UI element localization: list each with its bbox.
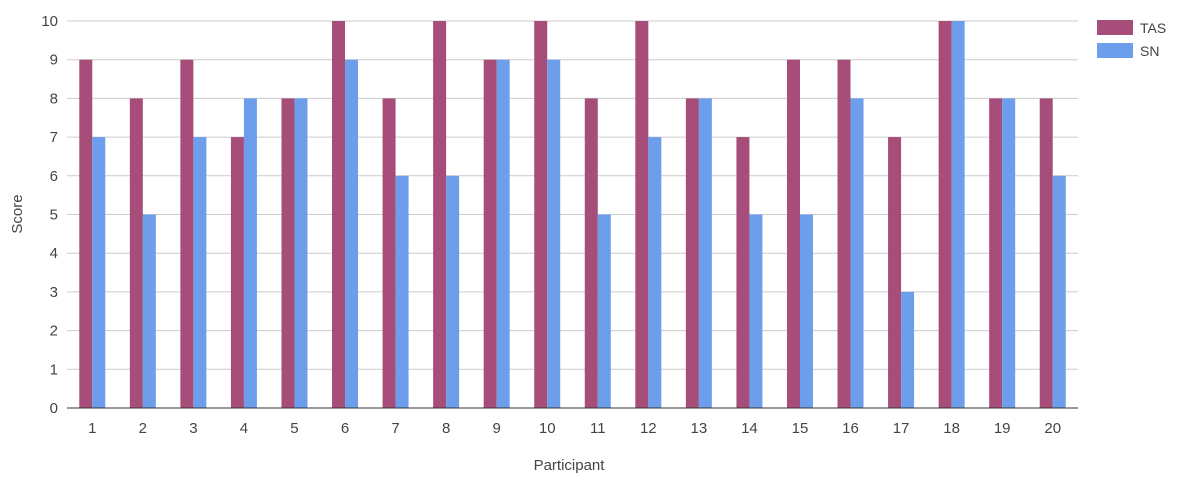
bar-tas-3	[180, 59, 194, 408]
y-tick-label: 5	[50, 207, 58, 224]
bar-tas-10	[534, 21, 548, 408]
legend-label-sn: SN	[1140, 43, 1159, 59]
bar-tas-7	[382, 98, 396, 409]
x-tick-label: 17	[893, 420, 910, 437]
y-tick-label: 10	[41, 13, 58, 30]
x-tick-label: 15	[792, 420, 809, 437]
x-tick-label: 6	[341, 420, 349, 437]
x-tick-label: 13	[691, 420, 708, 437]
y-tick-label: 9	[50, 52, 58, 69]
x-tick-label: 2	[139, 420, 147, 437]
x-tick-label: 4	[240, 420, 248, 437]
bar-sn-10	[547, 59, 561, 408]
y-tick-label: 0	[50, 400, 58, 417]
y-tick-label: 2	[50, 323, 58, 340]
bar-sn-15	[799, 214, 813, 408]
bar-tas-15	[786, 59, 800, 408]
bar-tas-9	[483, 59, 497, 408]
bar-tas-11	[584, 98, 598, 409]
bar-tas-19	[989, 98, 1003, 409]
bar-sn-6	[345, 59, 359, 408]
bar-tas-17	[888, 137, 902, 408]
bar-tas-4	[230, 137, 244, 408]
bar-tas-12	[635, 21, 649, 408]
x-tick-label: 14	[741, 420, 758, 437]
bar-sn-12	[648, 137, 662, 408]
bar-sn-4	[243, 98, 257, 409]
bar-tas-6	[332, 21, 346, 408]
y-tick-label: 3	[50, 284, 58, 301]
bar-sn-20	[1052, 175, 1066, 408]
bar-sn-3	[193, 137, 207, 408]
bar-sn-5	[294, 98, 308, 409]
bar-sn-2	[142, 214, 156, 408]
legend-label-tas: TAS	[1140, 20, 1166, 36]
x-tick-label: 3	[189, 420, 197, 437]
bar-sn-14	[749, 214, 763, 408]
x-tick-label: 20	[1044, 420, 1061, 437]
bar-tas-13	[685, 98, 699, 409]
bar-sn-19	[1002, 98, 1016, 409]
bar-sn-1	[92, 137, 106, 408]
y-tick-label: 8	[50, 90, 58, 107]
x-tick-label: 18	[943, 420, 960, 437]
x-tick-label: 1	[88, 420, 96, 437]
bar-sn-9	[496, 59, 510, 408]
y-tick-label: 4	[50, 245, 58, 262]
bar-tas-1	[79, 59, 93, 408]
bar-sn-13	[698, 98, 712, 409]
bar-sn-16	[850, 98, 864, 409]
bar-tas-5	[281, 98, 295, 409]
x-tick-label: 11	[590, 420, 606, 437]
bars	[79, 21, 1066, 409]
bar-tas-14	[736, 137, 750, 408]
bar-sn-8	[446, 175, 460, 408]
bar-sn-7	[395, 175, 409, 408]
bar-tas-16	[837, 59, 851, 408]
x-tick-label: 19	[994, 420, 1011, 437]
bar-sn-11	[597, 214, 611, 408]
x-axis-title: Participant	[534, 457, 606, 474]
x-tick-label: 16	[842, 420, 859, 437]
x-tick-label: 7	[391, 420, 399, 437]
legend: TAS SN	[1097, 20, 1166, 59]
x-tick-label: 8	[442, 420, 450, 437]
gridlines	[67, 20, 1078, 370]
bar-sn-18	[951, 21, 965, 408]
legend-swatch-sn	[1097, 43, 1133, 58]
bar-tas-18	[938, 21, 952, 408]
legend-swatch-tas	[1097, 20, 1133, 35]
x-tick-label: 12	[640, 420, 657, 437]
x-tick-label: 5	[290, 420, 298, 437]
x-tick-label: 10	[539, 420, 556, 437]
y-tick-label: 1	[50, 361, 58, 378]
y-tick-label: 6	[50, 168, 58, 185]
y-tick-label: 7	[50, 129, 58, 146]
bar-sn-17	[901, 291, 915, 408]
bar-tas-8	[433, 21, 447, 408]
bar-tas-2	[129, 98, 143, 409]
bar-tas-20	[1039, 98, 1053, 409]
x-tick-label: 9	[493, 420, 501, 437]
y-axis-title: Score	[9, 194, 26, 233]
